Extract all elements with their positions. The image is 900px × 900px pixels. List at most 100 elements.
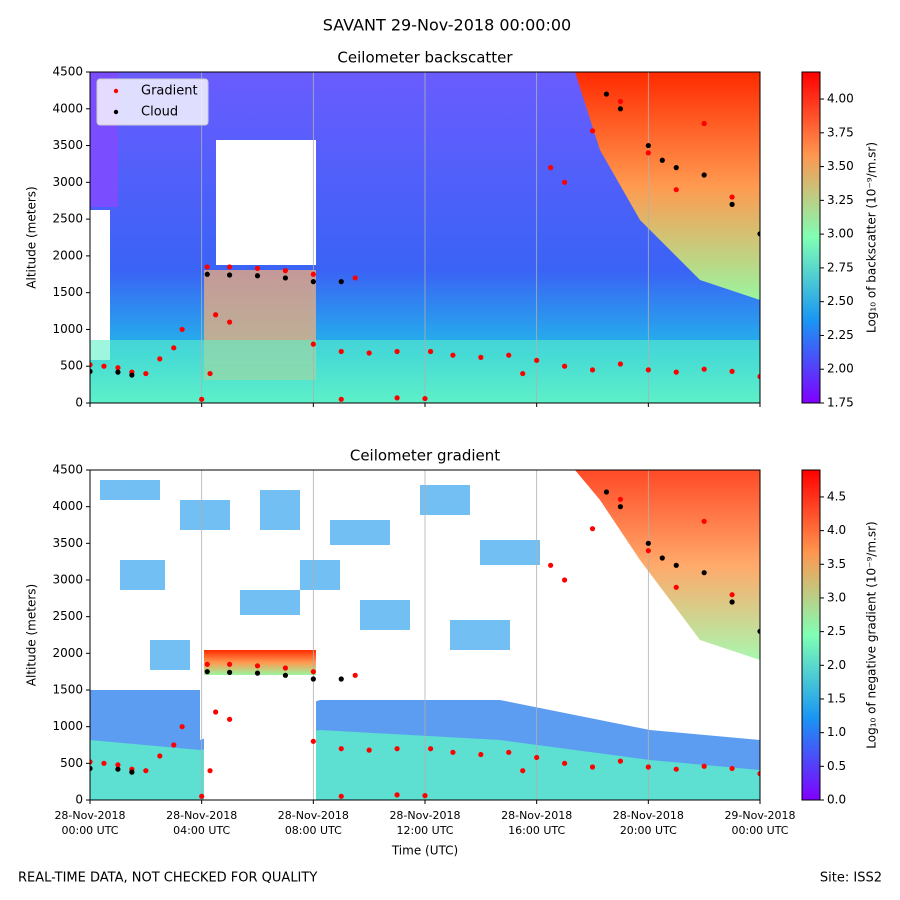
y-axis-label: Altitude (meters) — [25, 584, 39, 686]
point — [254, 670, 261, 676]
colorbar-tick-label: 0.5 — [827, 759, 846, 773]
point — [561, 363, 568, 369]
point — [561, 577, 568, 583]
colorbar-tick-label: 1.0 — [827, 725, 846, 739]
y-tick-label: 2000 — [52, 248, 83, 262]
point — [534, 754, 540, 761]
point — [352, 275, 358, 281]
point — [729, 368, 735, 374]
point — [157, 753, 163, 759]
colorbar-tick-label: 2.25 — [827, 328, 854, 342]
point — [338, 746, 344, 752]
colorbar — [801, 71, 821, 404]
point — [617, 98, 624, 105]
plot-frame — [89, 469, 761, 801]
y-tick-label: 4000 — [52, 499, 83, 513]
colorbar-label: Log₁₀ of backscatter (10⁻⁹/m.sr) — [865, 142, 879, 333]
point — [115, 369, 121, 375]
y-tick-label: 500 — [60, 359, 83, 373]
point — [213, 312, 219, 318]
point — [226, 272, 233, 278]
point — [729, 201, 735, 207]
figure-title: SAVANT 29-Nov-2018 00:00:00 — [323, 16, 571, 35]
point — [478, 751, 484, 758]
y-tick-label: 3000 — [52, 175, 83, 189]
point — [701, 120, 707, 127]
colorbar-tick-label: 3.5 — [827, 557, 846, 571]
point — [101, 363, 107, 369]
point — [338, 279, 344, 285]
point — [254, 663, 261, 669]
point — [673, 165, 679, 171]
colorbar-tick-label: 4.5 — [827, 489, 846, 503]
point — [603, 489, 610, 495]
point — [520, 768, 526, 774]
point — [506, 749, 512, 755]
x-axis-label: Time (UTC) — [391, 844, 458, 858]
point — [115, 766, 121, 772]
point — [673, 369, 679, 375]
y-tick-label: 4000 — [52, 101, 83, 115]
colorbar-tick-label: 0.0 — [827, 793, 846, 807]
point — [352, 672, 358, 678]
y-tick-label: 2500 — [52, 609, 83, 623]
x-tick-label: 29-Nov-2018 00:00 UTC — [724, 809, 795, 837]
y-tick-label: 1500 — [52, 285, 83, 299]
point — [338, 396, 344, 402]
point — [450, 352, 456, 358]
point — [254, 273, 261, 279]
colorbar-tick-label: 2.00 — [827, 362, 854, 376]
footer-note: REAL-TIME DATA, NOT CHECKED FOR QUALITY — [18, 871, 317, 886]
point — [729, 599, 735, 605]
x-tick-label: 28-Nov-2018 04:00 UTC — [166, 809, 237, 837]
point — [701, 518, 707, 524]
colorbar-tick-label: 3.75 — [827, 125, 854, 139]
point — [310, 279, 316, 285]
point — [207, 370, 213, 377]
point — [143, 768, 149, 774]
point — [366, 350, 372, 356]
point — [701, 763, 707, 769]
colorbar-tick-label: 4.00 — [827, 92, 854, 106]
point — [659, 157, 665, 163]
scatter-series — [90, 91, 760, 378]
panel-title: Ceilometer backscatter — [337, 49, 513, 67]
point — [366, 747, 372, 753]
scatter-series — [90, 489, 760, 775]
point — [101, 760, 107, 766]
point — [729, 592, 735, 598]
colorbar-tick-label: 2.5 — [827, 624, 846, 638]
point — [422, 395, 428, 402]
point — [226, 661, 233, 667]
point — [171, 345, 177, 351]
point — [645, 548, 651, 554]
point — [673, 562, 679, 568]
point — [179, 724, 185, 730]
colorbar-tick-label: 3.00 — [827, 227, 854, 241]
point — [673, 187, 679, 193]
point — [310, 669, 316, 675]
legend-marker — [113, 109, 119, 115]
point — [204, 661, 210, 667]
point — [617, 106, 624, 112]
point — [115, 365, 121, 371]
point — [617, 758, 624, 764]
x-tick-label: 28-Nov-2018 00:00 UTC — [54, 809, 125, 837]
point — [207, 768, 213, 774]
point — [534, 357, 540, 363]
x-tick-label: 28-Nov-2018 20:00 UTC — [613, 809, 684, 837]
colorbar-tick-label: 4.0 — [827, 523, 846, 537]
point — [282, 268, 289, 274]
point — [171, 742, 177, 748]
point — [617, 496, 624, 502]
y-tick-label: 2500 — [52, 212, 83, 226]
colorbar-tick-label: 2.0 — [827, 658, 846, 672]
point — [338, 676, 344, 682]
point — [427, 348, 434, 355]
point — [282, 672, 289, 678]
point — [338, 348, 344, 355]
point — [310, 676, 316, 682]
point — [90, 368, 93, 374]
point — [394, 395, 400, 401]
point — [673, 766, 679, 772]
